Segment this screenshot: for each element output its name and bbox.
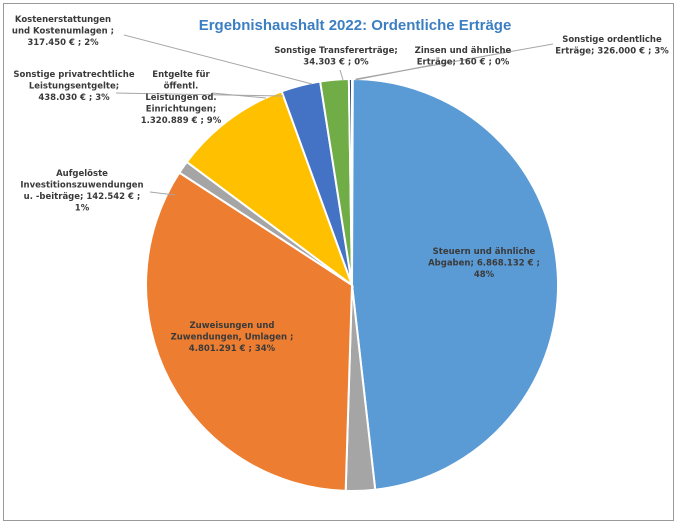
pie-slices: [145, 77, 559, 492]
pie-slice: [350, 77, 354, 286]
data-label-zinsen: Zinsen und ähnliche Erträge; 160 € ; 0%: [415, 46, 512, 68]
leader-line: [339, 69, 344, 81]
leader-lines: [115, 34, 554, 196]
data-label-sonstige_ord: Sonstige ordentliche Erträge; 326.000 € ;…: [555, 35, 669, 57]
data-label-entgelte: Entgelte für öffentl. Leistungen od. Einric…: [141, 70, 222, 126]
data-label-kosten: Kostenerstattungen und Kostenumlagen ; 317…: [12, 15, 114, 48]
data-label-aufgeloeste: Aufgelöste Investitionszuwendungen u. -bei…: [20, 169, 143, 214]
chart-title: Ergebnishaushalt 2022: Ordentliche Erträ…: [199, 17, 512, 34]
leader-line: [123, 34, 313, 85]
pie-slice: [185, 90, 355, 288]
leader-line: [149, 191, 176, 196]
leader-line: [355, 43, 554, 80]
leader-line: [115, 92, 284, 97]
data-labels: Steuern und ähnliche Abgaben; 6.868.132 €…: [12, 15, 669, 354]
data-label-transfer: Sonstige Transfererträge; 34.303 € ; 0%: [274, 46, 398, 68]
leader-line: [211, 92, 267, 99]
data-label-privat: Sonstige privatrechtliche Leistungsentgel…: [13, 70, 134, 103]
data-label-zuweisungen: Zuweisungen und Zuwendungen, Umlagen ; 4.8…: [171, 321, 294, 354]
pie-slice: [351, 77, 559, 491]
data-label-steuern: Steuern und ähnliche Abgaben; 6.868.132 €…: [428, 247, 540, 280]
